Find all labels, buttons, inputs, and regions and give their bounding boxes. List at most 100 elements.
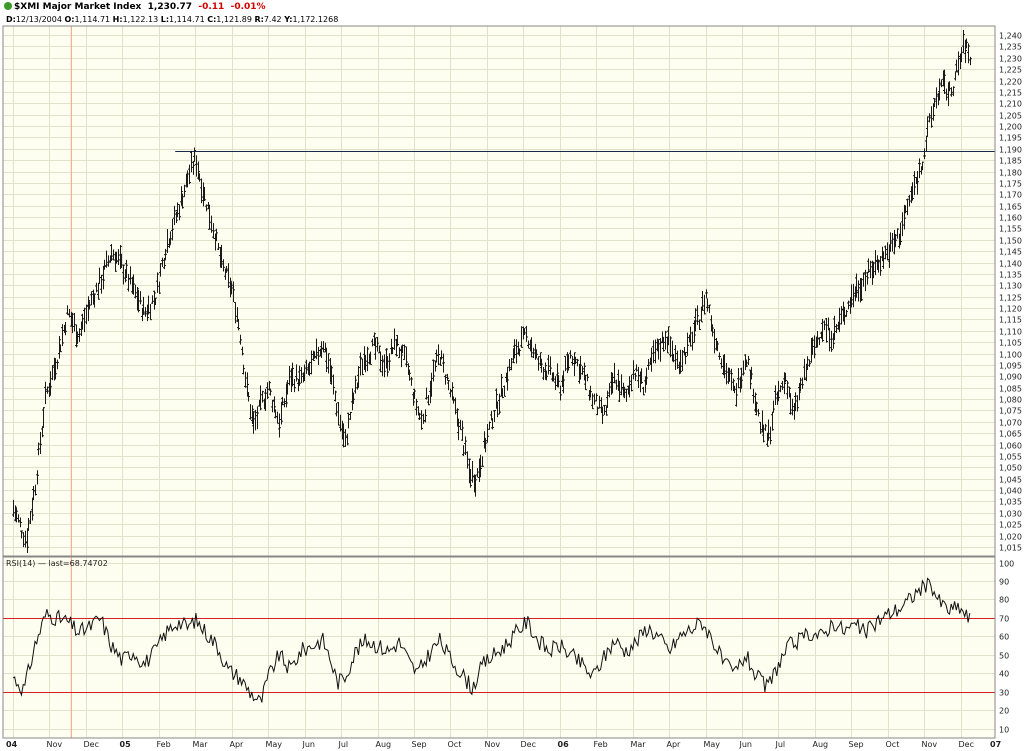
price-bar: [146, 304, 149, 322]
price-bar: [510, 358, 513, 371]
price-bar: [735, 383, 738, 407]
price-bar: [744, 354, 747, 371]
price-bar: [215, 228, 218, 242]
price-bar: [169, 231, 172, 245]
open-value: 1,114.71: [74, 15, 111, 24]
price-tick-label: 1,125: [999, 294, 1022, 303]
price-bar: [385, 348, 388, 369]
price-tick-label: 1,215: [999, 89, 1022, 98]
price-bar: [320, 341, 323, 359]
price-bar: [230, 282, 233, 295]
price-bar: [547, 354, 550, 375]
price-bar: [716, 340, 719, 352]
price-bar: [586, 373, 589, 382]
price-bar: [601, 406, 604, 425]
price-bar: [676, 350, 679, 369]
price-bar: [967, 43, 970, 64]
price-bar: [407, 363, 410, 375]
price-bar: [740, 367, 743, 389]
price-bar: [552, 372, 555, 382]
price-bar: [129, 266, 132, 285]
price-tick-label: 1,060: [999, 442, 1022, 451]
price-bar: [120, 253, 123, 269]
price-bar: [217, 242, 220, 251]
close-value: 1,121.89: [216, 15, 252, 24]
price-bar: [359, 352, 362, 376]
price-bar: [268, 380, 271, 391]
price-bar: [254, 409, 257, 431]
price-bar: [276, 411, 279, 424]
price-bar: [171, 218, 174, 241]
price-bar: [73, 313, 76, 332]
price-bar: [161, 257, 164, 268]
price-bar: [798, 383, 801, 401]
time-tick-label: Mar: [193, 740, 209, 749]
price-bar: [149, 304, 152, 321]
price-bar: [344, 429, 347, 447]
ohlc-readout: D:12/13/2004 O:1,114.71 H:1,122.13 L:1,1…: [6, 15, 338, 24]
price-bar: [732, 378, 735, 392]
price-bar: [42, 407, 45, 428]
price-bar: [872, 261, 875, 278]
time-tick-label: Jun: [302, 740, 316, 749]
price-bar: [781, 380, 784, 390]
price-bar: [874, 250, 877, 276]
price-bar: [689, 326, 692, 347]
price-panel-border: [2, 25, 996, 557]
price-bar: [401, 344, 404, 354]
price-bar: [137, 289, 140, 313]
price-bar: [771, 411, 774, 431]
price-bar: [708, 304, 711, 314]
price-bar: [635, 364, 638, 372]
price-bar: [37, 442, 40, 456]
price-tick-label: 1,110: [999, 328, 1022, 337]
time-tick-label: Jun: [739, 740, 753, 749]
price-bar: [12, 499, 15, 517]
price-bar: [376, 336, 379, 352]
price-bar: [833, 315, 836, 341]
price-bar: [46, 386, 49, 394]
price-tick-label: 1,145: [999, 248, 1022, 257]
price-bar: [229, 277, 232, 298]
price-bar: [107, 255, 110, 267]
price-bar: [520, 326, 523, 348]
time-tick-label: 06: [558, 740, 570, 749]
price-bar: [58, 335, 61, 359]
time-tick-label: Nov: [485, 740, 501, 749]
y-label: Y:: [284, 15, 293, 24]
price-bar: [725, 362, 728, 385]
price-bar: [879, 255, 882, 276]
price-bar: [354, 375, 357, 394]
rsi-tick-label: 60: [999, 633, 1009, 642]
rsi-tick-label: 70: [999, 615, 1009, 624]
price-bar: [611, 372, 614, 394]
rsi-tick-label: 30: [999, 689, 1009, 698]
price-bar: [923, 148, 926, 160]
price-bar: [554, 376, 557, 391]
price-bar: [305, 359, 308, 374]
price-bar: [774, 385, 777, 406]
price-bar: [405, 346, 408, 368]
price-bar: [544, 362, 547, 379]
price-bar: [884, 245, 887, 260]
price-bar: [281, 396, 284, 406]
price-bar: [449, 388, 452, 398]
rsi-tick-label: 20: [999, 707, 1009, 716]
price-bar: [186, 170, 189, 188]
price-bar: [945, 88, 948, 101]
price-bar: [300, 367, 303, 384]
price-bar: [535, 349, 538, 359]
price-bar: [564, 355, 567, 372]
time-tick-label: Dec: [959, 740, 974, 749]
price-bar: [68, 308, 71, 318]
high-label: H:: [112, 15, 123, 24]
price-bar: [425, 387, 428, 400]
price-bar: [930, 106, 933, 128]
price-bar: [523, 328, 526, 336]
price-bar: [579, 356, 582, 380]
price-bar: [921, 161, 924, 170]
price-bar: [623, 386, 626, 399]
price-bar: [154, 297, 157, 305]
price-bar: [335, 403, 338, 417]
